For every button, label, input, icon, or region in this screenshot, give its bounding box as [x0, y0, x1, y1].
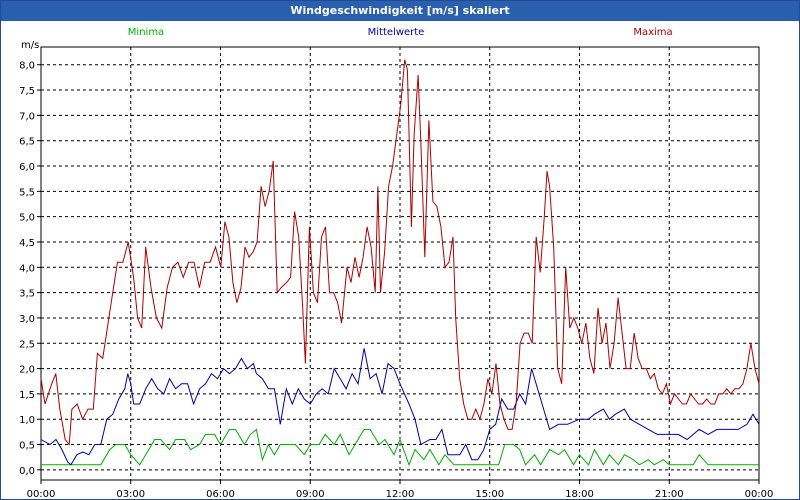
y-tick-label: 4,5 — [19, 238, 35, 249]
y-tick-label: 0,5 — [19, 441, 35, 452]
series-minima-line — [41, 428, 759, 467]
y-tick-label: 7,0 — [19, 111, 35, 122]
y-tick-label: 0,0 — [19, 466, 35, 477]
y-tick-label: 7,5 — [19, 86, 35, 97]
x-tick-time: 00:00 — [27, 489, 56, 499]
y-tick-label: 6,5 — [19, 137, 35, 148]
window-title: Windgeschwindigkeit [m/s] skaliert — [1, 1, 799, 21]
series-mittelwerte-line — [40, 348, 760, 466]
y-axis: 0,0 0,5 1,0 1,5 2,0 2,5 3,0 3,5 4,0 4,5 5,0 5,5 6,0 6… — [19, 61, 41, 477]
chart-area: 0,0 0,5 1,0 1,5 2,0 2,5 3,0 3,5 4,0 4,5 5,0 5,5 6,0 6… — [19, 27, 774, 499]
legend-mittelwerte: Mittelwerte — [368, 27, 425, 38]
x-tick-time: 00:00 — [745, 489, 774, 499]
x-tick-time: 21:00 — [655, 489, 684, 499]
y-tick-label: 5,5 — [19, 187, 35, 198]
y-tick-label: 1,5 — [19, 390, 35, 401]
x-tick-time: 18:00 — [565, 489, 594, 499]
y-tick-label: 2,0 — [19, 365, 35, 376]
data-series — [40, 59, 760, 467]
y-axis-label: m/s — [21, 40, 39, 51]
y-tick-label: 5,0 — [19, 213, 35, 224]
x-tick-time: 06:00 — [206, 489, 235, 499]
x-tick-time: 09:00 — [296, 489, 325, 499]
y-tick-label: 6,0 — [19, 162, 35, 173]
x-tick-time: 15:00 — [475, 489, 504, 499]
legend-minima: Minima — [128, 27, 164, 38]
y-tick-label: 4,0 — [19, 263, 35, 274]
x-tick-time: 03:00 — [116, 489, 145, 499]
legend-maxima: Maxima — [633, 27, 672, 38]
y-tick-label: 3,5 — [19, 289, 35, 300]
x-tick-time: 12:00 — [386, 489, 415, 499]
x-axis: 00:0029.07.1503:0029.07.1506:0029.07.150… — [27, 480, 774, 499]
y-tick-label: 8,0 — [19, 61, 35, 72]
grid — [41, 47, 759, 480]
y-tick-label: 2,5 — [19, 339, 35, 350]
y-tick-label: 3,0 — [19, 314, 35, 325]
y-tick-label: 1,0 — [19, 415, 35, 426]
series-maxima-line — [40, 59, 760, 446]
